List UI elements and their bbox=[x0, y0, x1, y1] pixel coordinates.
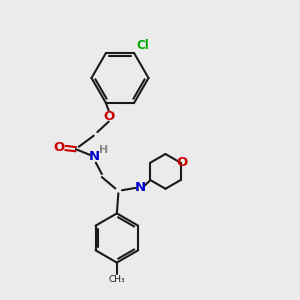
Text: N: N bbox=[89, 150, 100, 163]
Text: O: O bbox=[103, 110, 114, 123]
Text: H: H bbox=[99, 145, 108, 155]
Text: O: O bbox=[53, 142, 64, 154]
Text: Cl: Cl bbox=[136, 39, 149, 52]
Text: CH₃: CH₃ bbox=[109, 275, 125, 284]
Text: N: N bbox=[134, 182, 146, 194]
Text: O: O bbox=[176, 156, 187, 169]
